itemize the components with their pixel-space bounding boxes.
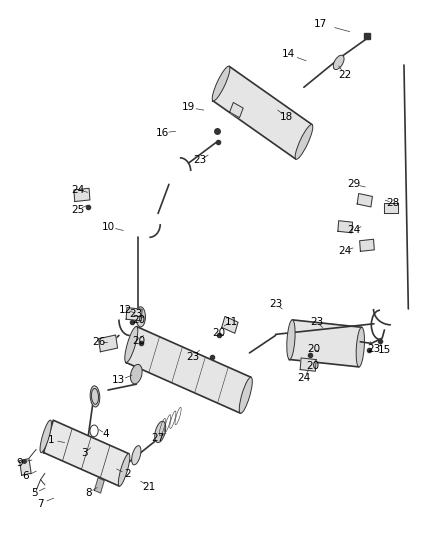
Polygon shape xyxy=(338,221,353,233)
Text: 4: 4 xyxy=(102,429,109,439)
Text: 16: 16 xyxy=(156,128,169,138)
Text: 15: 15 xyxy=(378,345,391,356)
Ellipse shape xyxy=(239,377,252,413)
Ellipse shape xyxy=(333,55,344,69)
Text: 20: 20 xyxy=(306,361,319,371)
Polygon shape xyxy=(300,358,316,371)
Polygon shape xyxy=(44,420,129,486)
Ellipse shape xyxy=(155,421,166,442)
Text: 7: 7 xyxy=(37,498,44,508)
Text: 24: 24 xyxy=(297,373,311,383)
Polygon shape xyxy=(126,308,142,321)
Text: 27: 27 xyxy=(152,433,165,443)
Ellipse shape xyxy=(131,365,142,384)
Text: 10: 10 xyxy=(102,222,115,232)
Text: 24: 24 xyxy=(339,246,352,256)
Polygon shape xyxy=(99,335,117,352)
Polygon shape xyxy=(230,102,243,118)
Text: 3: 3 xyxy=(81,448,88,458)
Text: 25: 25 xyxy=(71,205,84,215)
Text: 9: 9 xyxy=(16,458,23,467)
Ellipse shape xyxy=(118,454,130,486)
Text: 23: 23 xyxy=(310,317,324,327)
Polygon shape xyxy=(213,66,312,159)
Text: 24: 24 xyxy=(71,184,84,195)
Text: 20: 20 xyxy=(307,344,321,354)
Text: 18: 18 xyxy=(280,112,293,122)
Text: 6: 6 xyxy=(22,472,28,481)
Text: 1: 1 xyxy=(48,435,55,445)
Text: 17: 17 xyxy=(313,19,327,29)
Ellipse shape xyxy=(90,425,98,437)
Text: 23: 23 xyxy=(186,352,200,361)
Ellipse shape xyxy=(287,320,295,359)
Text: 20: 20 xyxy=(212,328,226,338)
Ellipse shape xyxy=(212,66,230,101)
Text: 23: 23 xyxy=(269,298,282,309)
Text: 22: 22 xyxy=(339,70,352,79)
Text: 23: 23 xyxy=(130,309,143,319)
Text: 20: 20 xyxy=(132,314,145,325)
Polygon shape xyxy=(74,188,90,201)
Text: 5: 5 xyxy=(31,488,37,498)
Polygon shape xyxy=(126,327,251,413)
Polygon shape xyxy=(222,317,238,333)
Text: 23: 23 xyxy=(193,156,206,165)
Ellipse shape xyxy=(356,327,364,367)
Text: 24: 24 xyxy=(347,225,360,236)
Text: 23: 23 xyxy=(367,344,380,354)
Text: 20: 20 xyxy=(132,336,145,346)
Text: 21: 21 xyxy=(143,481,156,491)
Ellipse shape xyxy=(295,125,313,159)
Ellipse shape xyxy=(132,446,141,465)
Polygon shape xyxy=(360,239,374,252)
Text: 28: 28 xyxy=(386,198,400,208)
Polygon shape xyxy=(384,203,398,214)
Text: 14: 14 xyxy=(282,50,295,59)
Text: 19: 19 xyxy=(182,102,195,112)
Ellipse shape xyxy=(90,386,100,407)
Text: 26: 26 xyxy=(93,337,106,347)
Text: 12: 12 xyxy=(119,305,132,315)
Text: 29: 29 xyxy=(347,179,360,189)
Polygon shape xyxy=(357,193,372,207)
Text: 13: 13 xyxy=(112,375,126,385)
Ellipse shape xyxy=(136,307,145,327)
Ellipse shape xyxy=(40,420,52,453)
Text: 11: 11 xyxy=(225,317,238,327)
Polygon shape xyxy=(20,458,31,475)
Text: 8: 8 xyxy=(85,488,92,498)
Text: 2: 2 xyxy=(124,470,131,479)
Polygon shape xyxy=(94,478,104,493)
Ellipse shape xyxy=(125,327,138,362)
Polygon shape xyxy=(290,320,362,367)
